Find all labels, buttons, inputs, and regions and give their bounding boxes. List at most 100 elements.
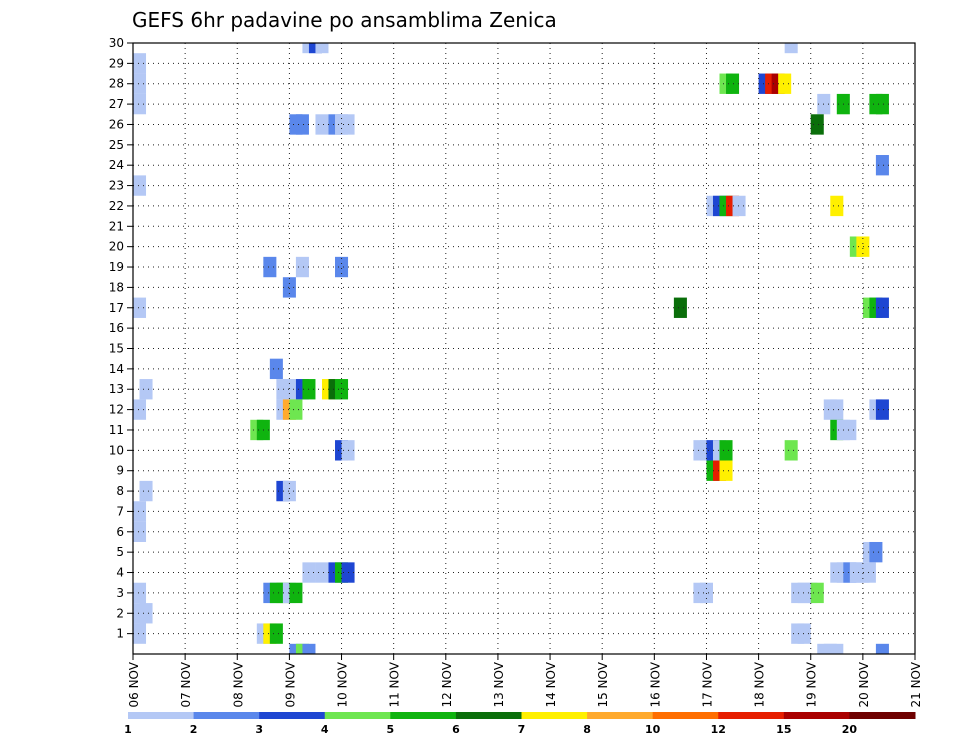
heatmap-cells xyxy=(133,43,889,654)
heatmap-cell xyxy=(139,603,153,624)
heatmap-cell xyxy=(302,643,316,654)
heatmap-cell xyxy=(289,399,303,420)
heatmap-cell xyxy=(784,440,798,461)
x-tick-label: 07 NOV xyxy=(179,661,193,707)
heatmap-cell xyxy=(673,297,687,318)
colorbar: 1 2 3 4 5 6 7 8 10 12 15 20 xyxy=(124,712,916,736)
x-tick-label: 14 NOV xyxy=(544,661,558,707)
heatmap-cell xyxy=(315,562,329,583)
y-tick-label: 1 xyxy=(116,627,124,641)
y-tick-label: 4 xyxy=(116,566,124,580)
heatmap-cell xyxy=(133,175,147,196)
y-tick-label: 21 xyxy=(109,219,124,233)
heatmap-cell xyxy=(133,399,147,420)
heatmap-cell xyxy=(778,73,792,94)
colorbar-tick-label: 2 xyxy=(190,723,198,736)
heatmap-cell xyxy=(869,541,883,563)
heatmap-cell xyxy=(295,256,309,278)
heatmap-cell xyxy=(797,623,811,644)
heatmap-cell xyxy=(289,582,303,604)
heatmap-cell xyxy=(315,43,329,54)
colorbar-tick-label: 1 xyxy=(124,723,132,736)
heatmap-cell xyxy=(784,43,798,54)
heatmap-cell xyxy=(133,501,147,522)
y-tick-label: 14 xyxy=(109,362,124,376)
y-tick-label: 16 xyxy=(109,321,124,335)
colorbar-tick-label: 7 xyxy=(518,723,526,736)
y-tick-label: 19 xyxy=(109,260,124,274)
colorbar-tick-label: 8 xyxy=(583,723,591,736)
heatmap-cell xyxy=(719,440,733,461)
x-tick-label: 17 NOV xyxy=(700,661,714,707)
x-tick-label: 18 NOV xyxy=(753,661,767,707)
heatmap-cell xyxy=(830,195,844,217)
heatmap-cell xyxy=(875,155,889,176)
colorbar-segment xyxy=(652,712,719,719)
heatmap-cell xyxy=(133,623,147,644)
heatmap-cell xyxy=(843,419,857,441)
heatmap-cell xyxy=(295,114,309,135)
x-tick-label: 16 NOV xyxy=(648,661,662,707)
y-tick-label: 15 xyxy=(109,342,124,356)
colorbar-segment xyxy=(259,712,326,719)
y-tick-label: 28 xyxy=(109,77,124,91)
heatmap-cell xyxy=(133,53,147,74)
heatmap-cell xyxy=(269,623,283,644)
colorbar-segment xyxy=(128,712,195,719)
y-tick-label: 30 xyxy=(109,36,124,50)
colorbar-tick-label: 20 xyxy=(842,723,858,736)
heatmap-cell xyxy=(133,297,147,318)
colorbar-tick-label: 10 xyxy=(645,723,661,736)
heatmap-cell xyxy=(269,358,283,380)
heatmap-cell xyxy=(830,643,844,654)
heatmap-cell xyxy=(139,480,153,502)
heatmap-cell xyxy=(719,460,733,481)
y-tick-label: 8 xyxy=(116,484,124,498)
y-tick-label: 27 xyxy=(109,97,124,111)
axes: 1234567891011121314151617181920212223242… xyxy=(109,36,923,708)
x-tick-label: 13 NOV xyxy=(492,661,506,707)
y-tick-label: 9 xyxy=(116,464,124,478)
y-tick-label: 5 xyxy=(116,545,124,559)
colorbar-segment xyxy=(849,712,916,719)
y-tick-label: 22 xyxy=(109,199,124,213)
x-tick-label: 21 NOV xyxy=(909,661,923,707)
heatmap-cell xyxy=(315,114,329,135)
heatmap-cell xyxy=(875,297,889,318)
heatmap-cell xyxy=(302,43,316,54)
heatmap-cell xyxy=(856,236,870,257)
heatmap-cell xyxy=(335,379,349,400)
heatmap-cell xyxy=(830,399,844,420)
colorbar-tick-label: 6 xyxy=(452,723,460,736)
colorbar-segment xyxy=(455,712,522,719)
y-tick-label: 23 xyxy=(109,179,124,193)
y-tick-label: 17 xyxy=(109,301,124,315)
x-tick-label: 10 NOV xyxy=(336,661,350,707)
colorbar-segment xyxy=(193,712,260,719)
y-tick-label: 6 xyxy=(116,525,124,539)
y-tick-label: 13 xyxy=(109,382,124,396)
gridlines xyxy=(133,43,915,654)
heatmap-cell xyxy=(875,93,889,115)
heatmap-cell xyxy=(282,379,296,400)
heatmap-cell xyxy=(810,582,824,604)
heatmap-cell xyxy=(726,73,740,94)
heatmap-cell xyxy=(133,521,147,542)
colorbar-tick-label: 5 xyxy=(387,723,395,736)
colorbar-segment xyxy=(390,712,457,719)
y-tick-label: 10 xyxy=(109,443,124,457)
colorbar-tick-label: 4 xyxy=(321,723,329,736)
heatmap-cell xyxy=(875,643,889,654)
heatmap-cell xyxy=(875,399,889,420)
colorbar-segment xyxy=(521,712,588,719)
heatmap-cell xyxy=(732,195,746,217)
heatmap-cell xyxy=(139,379,153,400)
x-tick-label: 19 NOV xyxy=(805,661,819,707)
heatmap-cell xyxy=(133,582,147,604)
y-tick-label: 11 xyxy=(109,423,124,437)
y-tick-label: 20 xyxy=(109,240,124,254)
colorbar-segment xyxy=(587,712,654,719)
heatmap-cell xyxy=(282,480,296,502)
y-tick-label: 7 xyxy=(116,504,124,518)
